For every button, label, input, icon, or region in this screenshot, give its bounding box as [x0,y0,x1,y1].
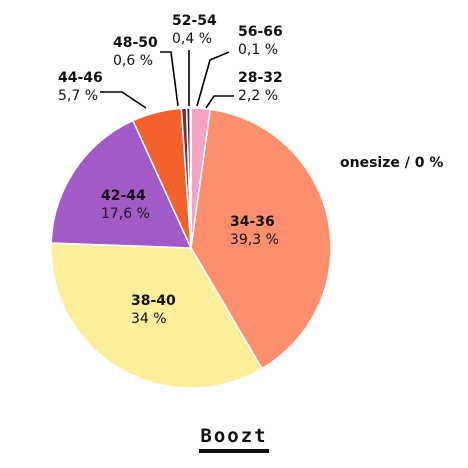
brand-logo: Boozt [200,425,267,447]
slice-value-28-32: 2,2 % [238,88,278,104]
slice-category-42-44: 42-44 [101,188,146,204]
slice-category-44-46: 44-46 [58,70,103,86]
slice-value-42-44: 17,6 % [101,206,150,222]
slice-value-52-54: 0,4 % [172,31,212,47]
onesize-label: onesize / 0 % [340,155,443,171]
leader-line-56-66 [196,51,230,107]
slice-label-52-54: 52-54 0,4 % [172,13,217,47]
slice-value-48-50: 0,6 % [113,53,153,69]
slice-label-56-66: 56-66 0,1 % [238,24,283,58]
brand-underline [199,449,269,453]
slice-label-34-36: 34-36 39,3 % [230,214,279,248]
slice-value-56-66: 0,1 % [238,42,278,58]
slice-label-38-40: 38-40 34 % [131,293,176,327]
leader-line-28-32 [205,95,234,109]
leader-line-48-50 [160,51,179,107]
pie-slice-56-66 [189,107,192,249]
pie-slice-34-36 [190,108,332,370]
slice-category-52-54: 52-54 [172,13,217,29]
slice-label-44-46: 44-46 5,7 % [58,70,103,104]
slice-label-28-32: 28-32 2,2 % [238,70,283,104]
slice-category-48-50: 48-50 [113,35,158,51]
slice-value-38-40: 34 % [131,311,167,327]
leader-lines [100,50,234,109]
slice-label-42-44: 42-44 17,6 % [101,188,150,222]
leader-line-44-46 [100,91,147,109]
slice-category-28-32: 28-32 [238,70,283,86]
pie-slice-38-40 [50,242,263,389]
pie-slice-42-44 [50,119,193,249]
slice-category-34-36: 34-36 [230,214,275,230]
slice-value-34-36: 39,3 % [230,232,279,248]
slice-label-48-50: 48-50 0,6 % [113,35,158,69]
onesize-label-text: onesize / 0 % [340,155,443,171]
slice-labels: 28-32 2,2 % 34-36 39,3 % 38-40 34 % 42-44 17,6 … [58,13,283,327]
slice-category-38-40: 38-40 [131,293,176,309]
slice-category-56-66: 56-66 [238,24,283,40]
pie-slices [50,107,332,389]
slice-value-44-46: 5,7 % [58,88,98,104]
